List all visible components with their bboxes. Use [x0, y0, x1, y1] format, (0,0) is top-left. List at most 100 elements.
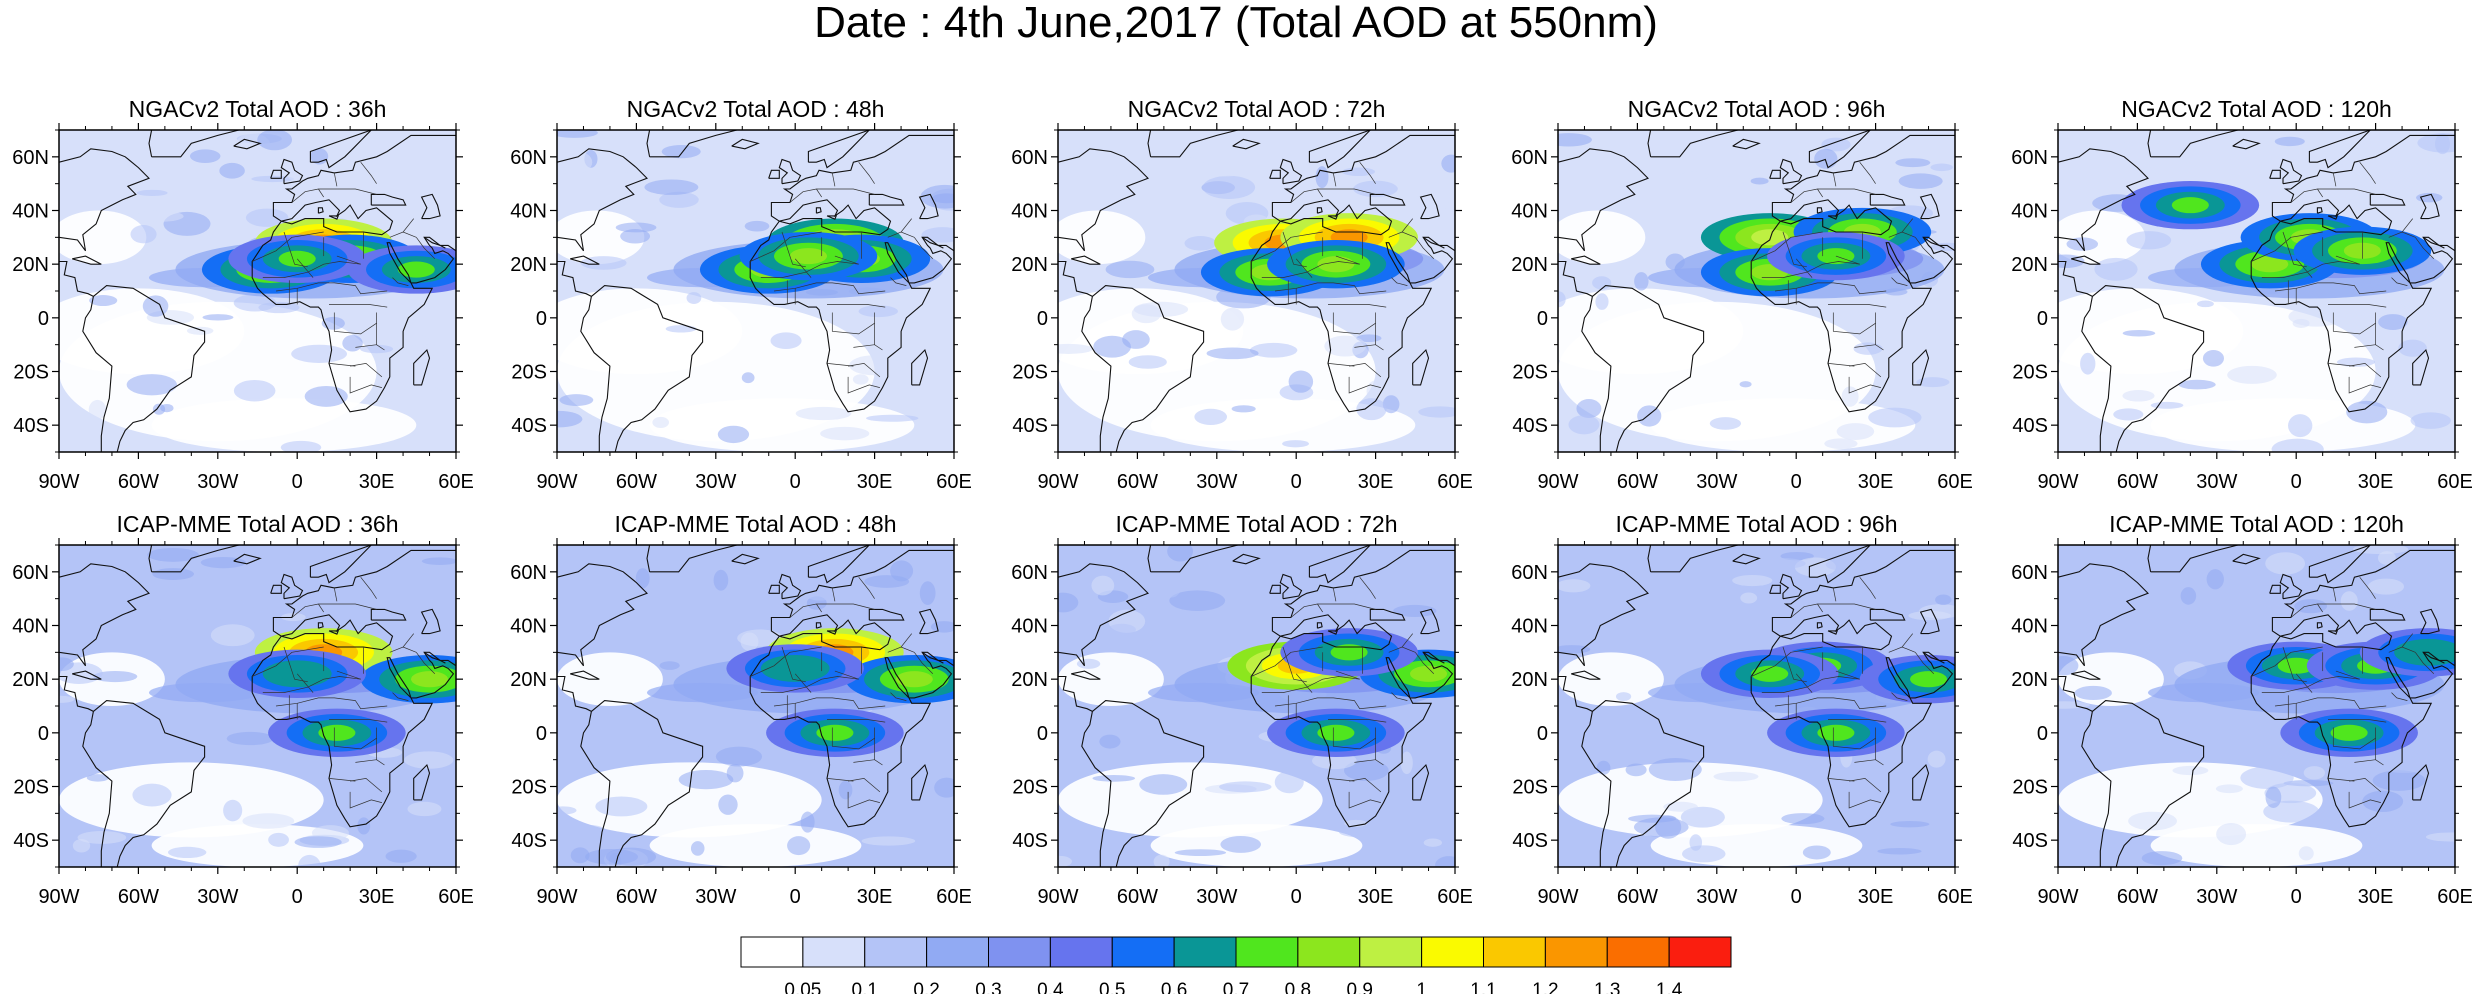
country-border — [2401, 633, 2413, 648]
coastline — [2419, 193, 2440, 220]
country-border — [1832, 727, 1876, 750]
country-border — [1774, 697, 1887, 710]
colorbar-label: 1.3 — [1594, 980, 1620, 994]
y-tick-label: 40N — [12, 201, 49, 223]
aod-texture — [1220, 836, 1261, 853]
y-tick-label: 40S — [1012, 415, 1048, 437]
coastlines — [1558, 545, 1955, 867]
x-tick-label: 0 — [1791, 886, 1802, 908]
aod-texture — [2416, 356, 2437, 364]
country-border — [355, 344, 385, 351]
aod-texture — [1886, 444, 1929, 452]
country-border — [402, 633, 414, 648]
clean-air-region — [1558, 288, 1744, 375]
aod-plume — [1410, 665, 1448, 682]
aod-texture — [1709, 417, 1742, 430]
aod-texture — [1781, 813, 1825, 825]
aod-texture — [1890, 821, 1930, 828]
aod-texture — [421, 557, 456, 565]
coastline — [2369, 608, 2406, 621]
aod-texture — [77, 831, 127, 844]
aod-texture — [715, 746, 763, 767]
country-border — [2348, 791, 2381, 809]
colorbar-swatch — [1544, 936, 1608, 968]
aod-texture — [1058, 855, 1072, 867]
panel-title: ICAP-MME Total AOD : 72h — [1115, 511, 1397, 537]
aod-texture — [1139, 774, 1188, 795]
aod-texture — [2141, 166, 2156, 190]
coastline — [251, 134, 456, 413]
country-borders — [1251, 161, 1435, 394]
country-border — [1251, 646, 1323, 677]
x-tick-label: 0 — [292, 886, 303, 908]
coastline — [749, 549, 954, 828]
country-border — [1335, 255, 1360, 265]
x-tick-label: 60E — [1937, 886, 1973, 908]
aod-plume — [1317, 256, 1355, 273]
country-border — [858, 576, 875, 599]
country-border — [1832, 587, 1837, 602]
aod-texture — [287, 169, 300, 181]
coastline — [1308, 130, 1371, 169]
coastline — [1827, 215, 1839, 220]
coastline — [1232, 553, 1261, 565]
coastline — [413, 348, 431, 386]
aod-texture — [1740, 592, 1758, 604]
country-border — [2335, 670, 2360, 680]
x-tick-label: 90W — [1537, 886, 1578, 908]
y-tick-label: 40N — [2011, 616, 2048, 638]
aod-texture — [280, 440, 322, 452]
aod-texture — [1058, 343, 1093, 354]
country-border — [789, 188, 875, 203]
aod-texture — [2066, 237, 2099, 251]
coastline — [918, 193, 939, 220]
y-tick-label: 60N — [1011, 562, 1048, 584]
aod-texture — [686, 292, 702, 304]
country-border — [416, 652, 436, 675]
country-border — [2354, 344, 2384, 351]
coastline — [2279, 573, 2303, 600]
aod-texture — [1108, 175, 1121, 195]
y-tick-label: 40N — [12, 616, 49, 638]
country-border — [1295, 258, 1313, 278]
aod-texture — [210, 624, 255, 647]
country-border — [355, 759, 385, 766]
x-tick-label: 30E — [857, 471, 893, 493]
country-border — [853, 344, 883, 351]
x-tick-label: 30W — [695, 886, 736, 908]
x-tick-label: 30W — [197, 471, 238, 493]
coastline — [768, 169, 780, 179]
x-tick-label: 60W — [1617, 886, 1658, 908]
coastline — [557, 675, 592, 712]
aod-texture — [787, 836, 811, 856]
coastlines — [2058, 545, 2455, 867]
aod-texture — [321, 316, 345, 330]
country-border — [2251, 646, 2323, 677]
aod-plume — [278, 665, 316, 682]
aod-texture — [200, 556, 246, 569]
aod-texture — [136, 189, 168, 196]
coastline — [72, 255, 102, 265]
aod-texture — [1107, 623, 1136, 636]
country-border — [1849, 363, 1882, 378]
country-border — [1391, 277, 1408, 286]
aod-texture — [595, 796, 648, 817]
aod-texture — [152, 568, 194, 580]
colorbar-swatch — [926, 936, 989, 968]
panel-title: NGACv2 Total AOD : 72h — [1128, 96, 1386, 122]
country-border — [318, 603, 324, 613]
x-tick-label: 60W — [616, 886, 657, 908]
coastline — [1647, 130, 1739, 158]
aod-texture — [1423, 838, 1442, 847]
coastline — [1808, 545, 1871, 584]
aod-plume — [2251, 256, 2289, 273]
coastline — [270, 169, 282, 179]
country-border — [1261, 261, 1360, 278]
country-border — [2274, 697, 2387, 710]
country-border — [318, 188, 324, 198]
country-border — [1790, 188, 1876, 203]
map-panel: 90W 60W 30W 0 30E 60E 60N 40N 20N 0 20S 40S ICAP-MME… — [12, 511, 474, 908]
coastline — [815, 622, 822, 629]
colorbar-label: 1.4 — [1656, 980, 1683, 994]
country-border — [2359, 161, 2376, 184]
